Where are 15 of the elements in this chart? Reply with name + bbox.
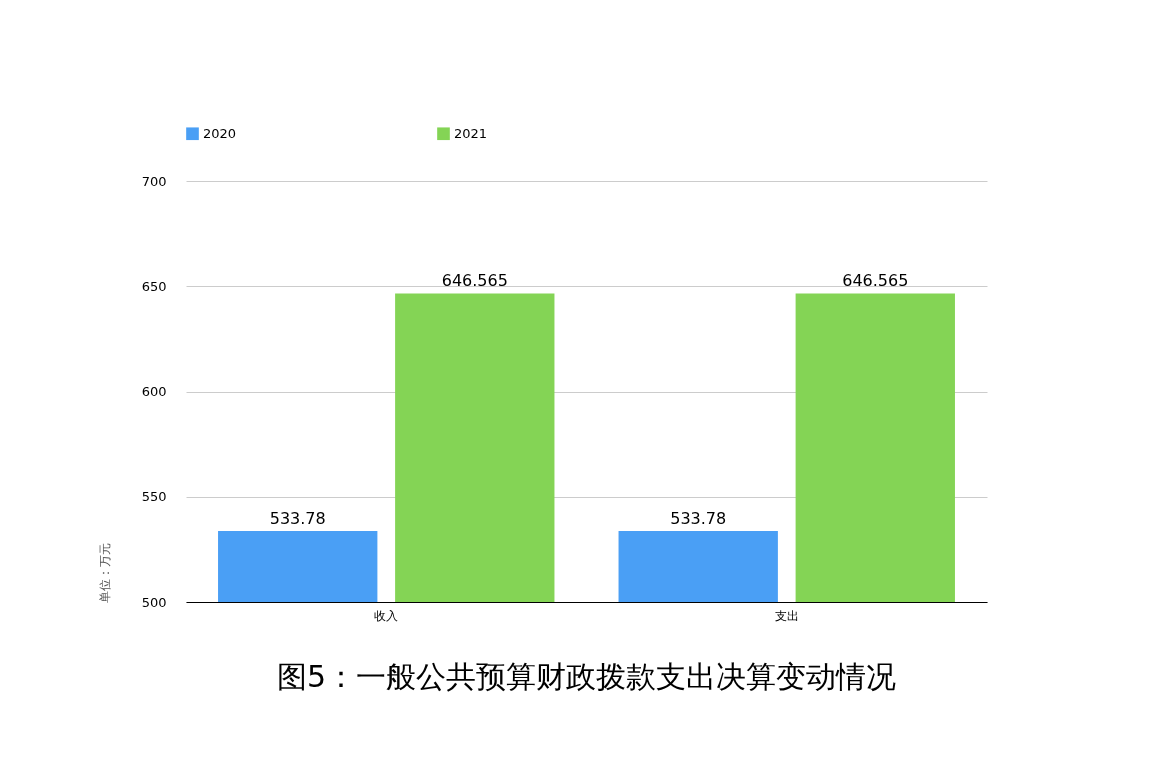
text: 图5：一般公共预算财政拨款支出决算变动情况 bbox=[276, 659, 897, 694]
data-label: 646.565 bbox=[441, 271, 508, 291]
y-tick-label: 650 bbox=[141, 278, 167, 294]
data-label: 533.78 bbox=[670, 508, 727, 528]
y-tick-label: 700 bbox=[141, 173, 167, 189]
y-tick-label: 500 bbox=[141, 594, 167, 610]
data-label: 533.78 bbox=[269, 508, 326, 528]
legend-label: 2020 bbox=[203, 125, 237, 141]
y-tick-label: 550 bbox=[141, 489, 167, 505]
data-label: 646.565 bbox=[842, 271, 909, 291]
legend-label: 2021 bbox=[454, 125, 488, 141]
y-tick-label: 600 bbox=[141, 384, 167, 399]
x-tick-label: 收入 bbox=[374, 608, 399, 623]
x-tick-label: 支出 bbox=[774, 608, 799, 623]
y-axis-title: 单位：万元 bbox=[97, 542, 112, 603]
